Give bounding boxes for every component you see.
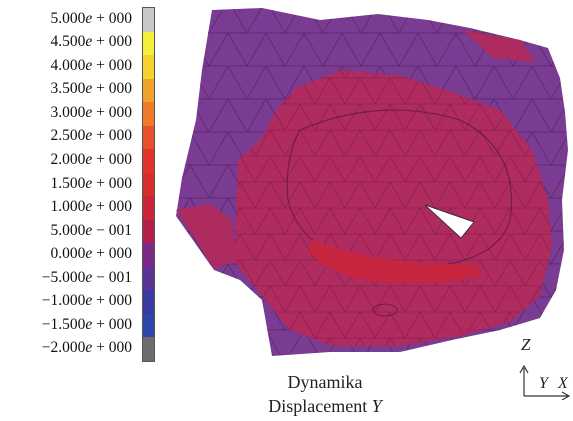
legend-swatch [143,266,154,291]
legend-swatch [143,290,154,314]
legend-swatch [143,172,154,197]
legend-label: 0.000e + 000 [50,245,132,263]
displacement-band [310,240,482,284]
legend-label: 2.500e + 000 [50,127,132,145]
legend-swatch [143,102,154,126]
legend-label: 4.000e + 000 [50,56,132,74]
legend-swatch [143,149,154,173]
legend-swatch [143,8,154,32]
legend-label: 2.000e + 000 [50,150,132,168]
legend-label: 3.500e + 000 [50,80,132,98]
legend-swatch [143,337,154,361]
legend-swatch [143,55,154,79]
view-marker [424,204,475,239]
bowl-rim [286,109,512,269]
legend-swatch [143,243,154,267]
axis-label-z: Z [521,335,531,354]
axis-label-y: Y [539,375,548,392]
legend-swatch [143,219,154,244]
legend-swatch [143,196,154,220]
legend-label: 5.000e + 000 [50,9,132,27]
legend-label: 3.000e + 000 [50,103,132,121]
legend-label: 1.000e + 000 [50,198,132,216]
legend-label: 4.500e + 000 [50,33,132,51]
legend-label: 1.500e + 000 [50,174,132,192]
legend-label: −1.000e + 000 [41,292,132,310]
legend-label: −2.000e + 000 [41,339,132,357]
legend-label: 5.000e − 001 [50,221,132,239]
caption-line-2: Displacement Y [268,396,382,416]
color-legend-bar [142,7,155,362]
legend-swatch [143,313,154,338]
legend-label: −1.500e + 000 [41,315,132,333]
legend-swatch [143,125,154,150]
legend-swatch [143,78,154,103]
axis-label-x: X [558,375,568,392]
axis-triad-icon [519,364,571,400]
legend-swatch [143,31,154,56]
legend-label: −5.000e − 001 [41,268,132,286]
caption-line-1: Dynamika [287,372,363,392]
